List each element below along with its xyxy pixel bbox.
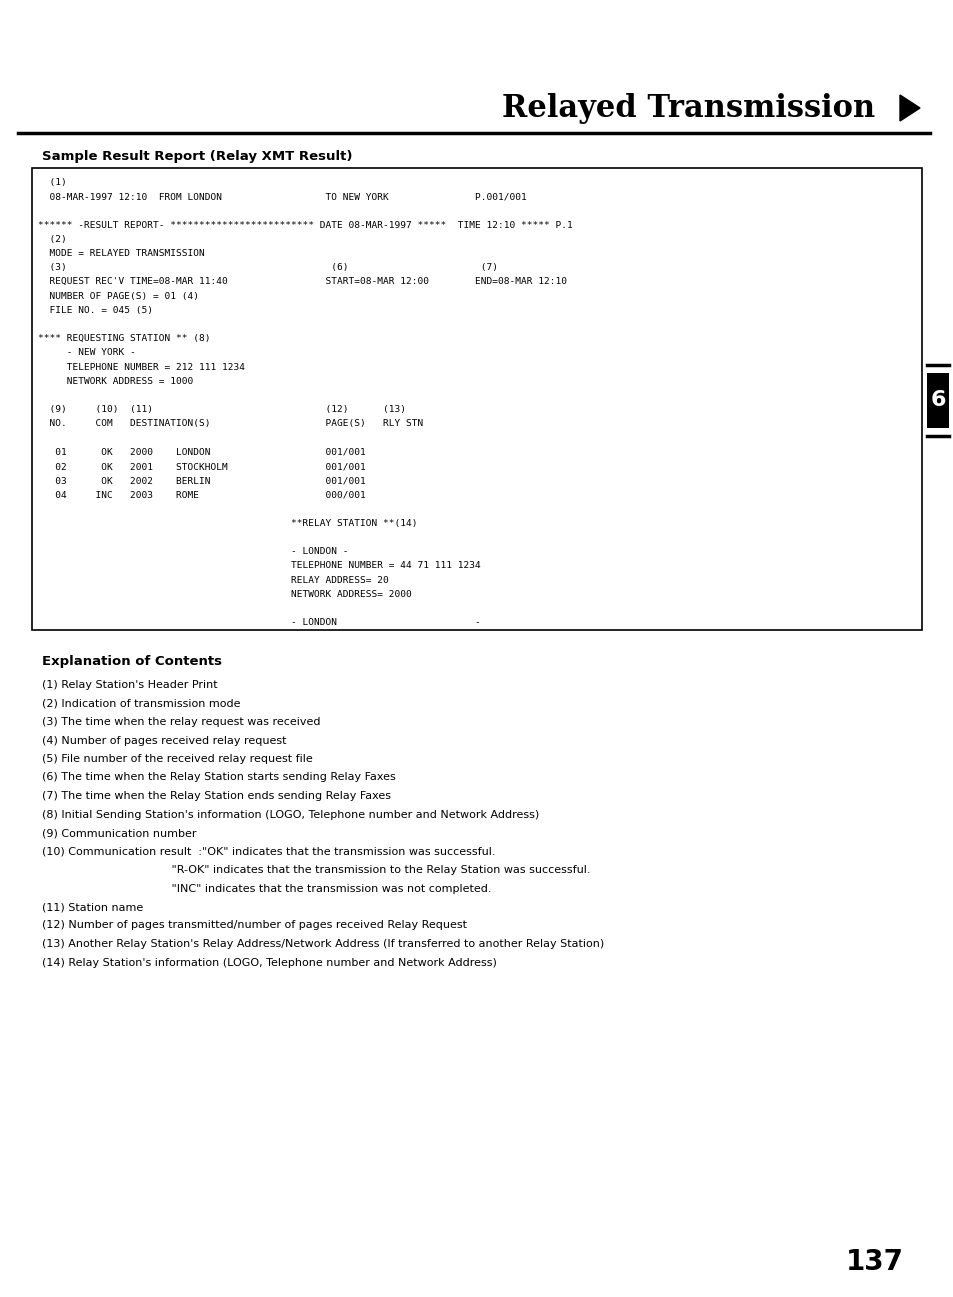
Text: 137: 137 <box>845 1248 903 1276</box>
Text: 04     INC   2003    ROME                      000/001: 04 INC 2003 ROME 000/001 <box>38 490 365 499</box>
Text: 08-MAR-1997 12:10  FROM LONDON                  TO NEW YORK               P.001/: 08-MAR-1997 12:10 FROM LONDON TO NEW YOR… <box>38 192 526 201</box>
Text: Relayed Transmission: Relayed Transmission <box>501 92 874 123</box>
Polygon shape <box>899 95 919 121</box>
Text: (1) Relay Station's Header Print: (1) Relay Station's Header Print <box>42 680 217 690</box>
Text: REQUEST REC'V TIME=08-MAR 11:40                 START=08-MAR 12:00        END=08: REQUEST REC'V TIME=08-MAR 11:40 START=08… <box>38 278 566 287</box>
Text: TELEPHONE NUMBER = 212 111 1234: TELEPHONE NUMBER = 212 111 1234 <box>38 363 245 372</box>
Text: MODE = RELAYED TRANSMISSION: MODE = RELAYED TRANSMISSION <box>38 249 205 258</box>
Text: (12) Number of pages transmitted/number of pages received Relay Request: (12) Number of pages transmitted/number … <box>42 921 467 930</box>
Text: (3) The time when the relay request was received: (3) The time when the relay request was … <box>42 717 320 728</box>
Text: **** REQUESTING STATION ** (8): **** REQUESTING STATION ** (8) <box>38 335 211 344</box>
Text: (3)                                              (6)                       (7): (3) (6) (7) <box>38 263 497 272</box>
Text: 6: 6 <box>929 390 944 410</box>
Text: "R-OK" indicates that the transmission to the Relay Station was successful.: "R-OK" indicates that the transmission t… <box>42 865 590 875</box>
Text: (6) The time when the Relay Station starts sending Relay Faxes: (6) The time when the Relay Station star… <box>42 773 395 782</box>
Text: (11) Station name: (11) Station name <box>42 901 143 912</box>
Text: 03      OK   2002    BERLIN                    001/001: 03 OK 2002 BERLIN 001/001 <box>38 476 365 485</box>
Text: NETWORK ADDRESS = 1000: NETWORK ADDRESS = 1000 <box>38 377 193 385</box>
Text: (10) Communication result  :"OK" indicates that the transmission was successful.: (10) Communication result :"OK" indicate… <box>42 847 495 856</box>
Text: - NEW YORK -: - NEW YORK - <box>38 349 135 358</box>
Text: NO.     COM   DESTINATION(S)                    PAGE(S)   RLY STN: NO. COM DESTINATION(S) PAGE(S) RLY STN <box>38 419 423 428</box>
Text: (14) Relay Station's information (LOGO, Telephone number and Network Address): (14) Relay Station's information (LOGO, … <box>42 957 497 968</box>
Text: (13) Another Relay Station's Relay Address/Network Address (If transferred to an: (13) Another Relay Station's Relay Addre… <box>42 939 603 949</box>
Text: - LONDON -: - LONDON - <box>38 547 348 556</box>
Text: (9) Communication number: (9) Communication number <box>42 827 196 838</box>
Text: (8) Initial Sending Station's information (LOGO, Telephone number and Network Ad: (8) Initial Sending Station's informatio… <box>42 809 538 820</box>
Text: ****** -RESULT REPORT- ************************* DATE 08-MAR-1997 *****  TIME 12: ****** -RESULT REPORT- *****************… <box>38 220 572 230</box>
Text: 02      OK   2001    STOCKHOLM                 001/001: 02 OK 2001 STOCKHOLM 001/001 <box>38 462 365 471</box>
Text: (2) Indication of transmission mode: (2) Indication of transmission mode <box>42 699 240 708</box>
Text: Sample Result Report (Relay XMT Result): Sample Result Report (Relay XMT Result) <box>42 150 352 163</box>
Text: (1): (1) <box>38 178 67 187</box>
Text: NETWORK ADDRESS= 2000: NETWORK ADDRESS= 2000 <box>38 590 412 599</box>
Bar <box>926 372 948 428</box>
Text: (5) File number of the received relay request file: (5) File number of the received relay re… <box>42 754 313 764</box>
Text: 01      OK   2000    LONDON                    001/001: 01 OK 2000 LONDON 001/001 <box>38 447 365 457</box>
Text: (4) Number of pages received relay request: (4) Number of pages received relay reque… <box>42 735 286 746</box>
Text: NUMBER OF PAGE(S) = 01 (4): NUMBER OF PAGE(S) = 01 (4) <box>38 292 199 301</box>
Text: "INC" indicates that the transmission was not completed.: "INC" indicates that the transmission wa… <box>42 883 491 894</box>
Bar <box>32 169 921 630</box>
Text: **RELAY STATION **(14): **RELAY STATION **(14) <box>38 519 417 528</box>
Text: (7) The time when the Relay Station ends sending Relay Faxes: (7) The time when the Relay Station ends… <box>42 791 391 802</box>
Text: (9)     (10)  (11)                              (12)      (13): (9) (10) (11) (12) (13) <box>38 405 406 414</box>
Text: RELAY ADDRESS= 20: RELAY ADDRESS= 20 <box>38 576 388 585</box>
Text: TELEPHONE NUMBER = 44 71 111 1234: TELEPHONE NUMBER = 44 71 111 1234 <box>38 562 480 571</box>
Text: Explanation of Contents: Explanation of Contents <box>42 655 222 668</box>
Text: - LONDON                        -: - LONDON - <box>38 619 480 628</box>
Text: (2): (2) <box>38 235 67 244</box>
Text: FILE NO. = 045 (5): FILE NO. = 045 (5) <box>38 306 152 315</box>
